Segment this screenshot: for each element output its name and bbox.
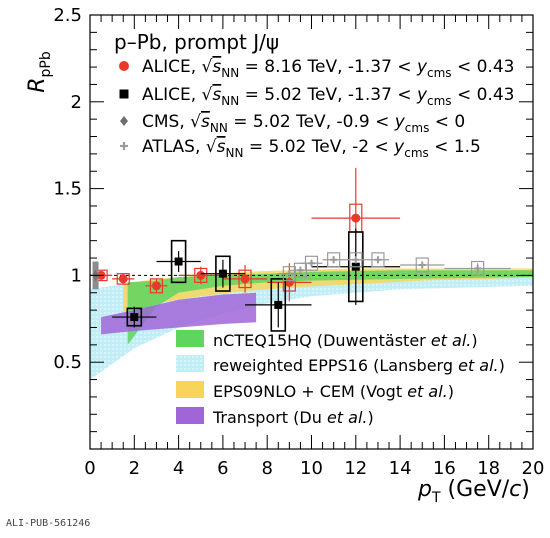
svg-text:ATLAS, √sNN = 5.02 TeV, -2 <: ATLAS, √sNN = 5.02 TeV, -2 < ycms < 1.5	[142, 137, 481, 160]
series-3-point-5	[366, 252, 390, 268]
x-tick-label-5: 10	[300, 458, 323, 479]
x-tick-label-10: 20	[522, 458, 545, 479]
y-tick-label-2: 1.5	[53, 179, 82, 200]
svg-text:Transport (Du et al.): Transport (Du et al.)	[212, 408, 374, 427]
y-tick-label-0: 0.5	[53, 352, 82, 373]
series-3-point-6	[400, 257, 445, 273]
series-1-point-1	[156, 239, 201, 284]
legend-entry-1: ALICE, √sNN = 5.02 TeV, -1.37 < ycms < 0…	[119, 85, 514, 108]
legend-entry-0: ALICE, √sNN = 8.16 TeV, -1.37 < ycms < 0…	[119, 57, 514, 80]
band-legend-entry-3: Transport (Du et al.)	[176, 407, 374, 427]
series-0-point-2	[145, 278, 168, 294]
band-legend-entry-1: reweighted EPPS16 (Lansberg et al.)	[176, 355, 505, 375]
chart-title: p–Pb, prompt J/ψ	[114, 30, 279, 54]
band-legend-entry-2: EPS09NLO + CEM (Vogt et al.)	[176, 381, 454, 401]
y-tick-label-1: 1	[71, 265, 82, 286]
series-1-point-0	[112, 306, 157, 328]
y-tick-label-4: 2.5	[53, 5, 82, 26]
axes: 0 2 4 6 8 10 12 14 16 18 20 0.5 1 1.5 2 2.5	[53, 5, 544, 479]
x-tick-label-9: 18	[477, 458, 500, 479]
x-axis-label: pT (GeV/c)	[417, 477, 530, 506]
series-3-point-3	[322, 252, 345, 268]
x-tick-label-3: 6	[217, 458, 228, 479]
svg-text:EPS09NLO + CEM (Vogt et al.): EPS09NLO + CEM (Vogt et al.)	[213, 382, 454, 401]
series-3-point-0	[278, 266, 301, 282]
series-0-point-1	[112, 273, 135, 285]
x-tick-label-4: 8	[261, 458, 272, 479]
svg-text:ALICE, √sNN = 8.16 TeV, -1.37: ALICE, √sNN = 8.16 TeV, -1.37 < ycms < 0…	[142, 57, 514, 80]
series-1-point-2	[200, 255, 246, 292]
svg-text:nCTEQ15HQ (Duwentäster et al.): nCTEQ15HQ (Duwentäster et al.)	[213, 331, 478, 350]
legend-points: ALICE, √sNN = 8.16 TeV, -1.37 < ycms < 0…	[119, 57, 514, 160]
series-3-point-2	[300, 255, 323, 271]
x-tick-label-2: 4	[173, 458, 184, 479]
x-tick-label-8: 16	[433, 458, 456, 479]
y-axis-label: RpPb	[25, 51, 54, 93]
series-3-point-7	[444, 260, 511, 276]
x-tick-label-0: 0	[84, 458, 95, 479]
series-1-point-3	[245, 278, 312, 332]
x-tick-label-6: 12	[344, 458, 367, 479]
svg-text:reweighted EPPS16 (Lansberg et: reweighted EPPS16 (Lansberg et al.)	[213, 356, 505, 375]
band-legend-entry-0: nCTEQ15HQ (Duwentäster et al.)	[176, 330, 478, 350]
svg-text:ALICE, √sNN = 5.02 TeV, -1.37: ALICE, √sNN = 5.02 TeV, -1.37 < ycms < 0…	[142, 85, 514, 108]
x-tick-label-7: 14	[389, 458, 412, 479]
legend-bands: nCTEQ15HQ (Duwentäster et al.) reweighted…	[176, 330, 505, 427]
svg-text:CMS, √sNN = 5.02 TeV, -0.9 <: CMS, √sNN = 5.02 TeV, -0.9 < ycms < 0	[142, 112, 465, 135]
y-tick-label-3: 2	[71, 92, 82, 113]
publication-id: ALI-PUB-561246	[6, 518, 91, 529]
band-3	[101, 292, 257, 335]
series-3-point-4	[344, 252, 367, 268]
legend-entry-3: ATLAS, √sNN = 5.02 TeV, -2 < ycms < 1.5	[120, 137, 481, 160]
legend-entry-2: CMS, √sNN = 5.02 TeV, -0.9 < ycms < 0	[120, 112, 465, 135]
x-tick-label-1: 2	[129, 458, 140, 479]
